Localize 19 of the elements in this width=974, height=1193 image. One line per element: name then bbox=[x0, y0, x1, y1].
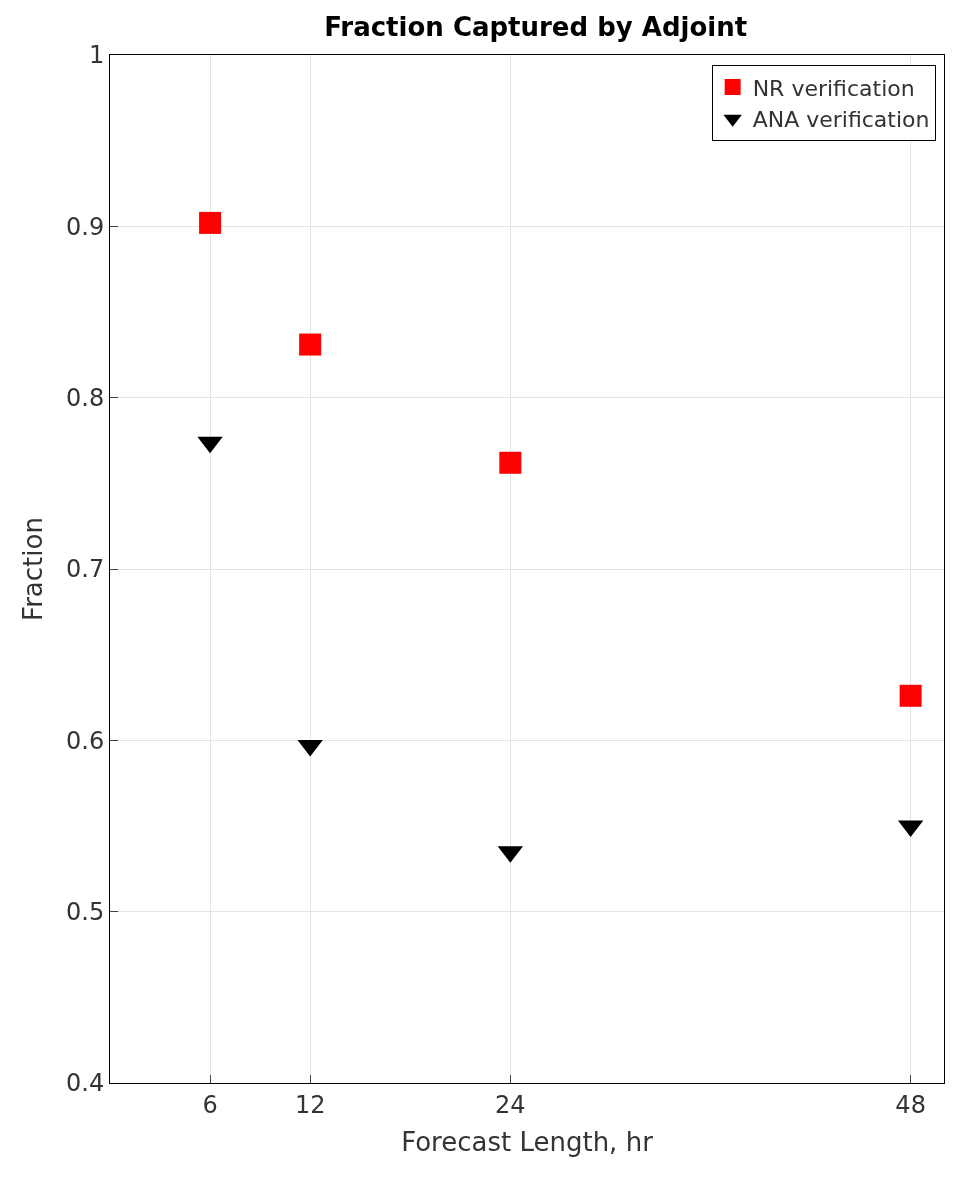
y-tick-label: 0.8 bbox=[66, 384, 105, 413]
y-tick-label: 0.4 bbox=[66, 1069, 105, 1098]
point bbox=[199, 211, 222, 234]
x-axis-title: Forecast Length, hr bbox=[401, 1127, 654, 1158]
chart-title: Fraction Captured by Adjoint bbox=[324, 12, 748, 43]
y-axis-title: Fraction bbox=[18, 517, 49, 621]
y-tick-label: 0.9 bbox=[66, 212, 105, 241]
y-tick-label: 0.6 bbox=[66, 726, 105, 755]
point bbox=[499, 451, 522, 474]
point bbox=[299, 333, 322, 356]
x-tick-label: 6 bbox=[202, 1090, 218, 1119]
x-tick-label: 12 bbox=[294, 1090, 326, 1119]
legend-label: NR verification bbox=[752, 75, 915, 101]
y-tick-label: 0.7 bbox=[66, 555, 105, 584]
x-tick-label: 48 bbox=[895, 1090, 926, 1119]
y-tick-label: 1 bbox=[88, 41, 105, 70]
y-tick-label: 0.5 bbox=[66, 898, 105, 927]
legend-label: ANA verification bbox=[752, 107, 930, 133]
x-tick-label: 24 bbox=[495, 1090, 526, 1119]
